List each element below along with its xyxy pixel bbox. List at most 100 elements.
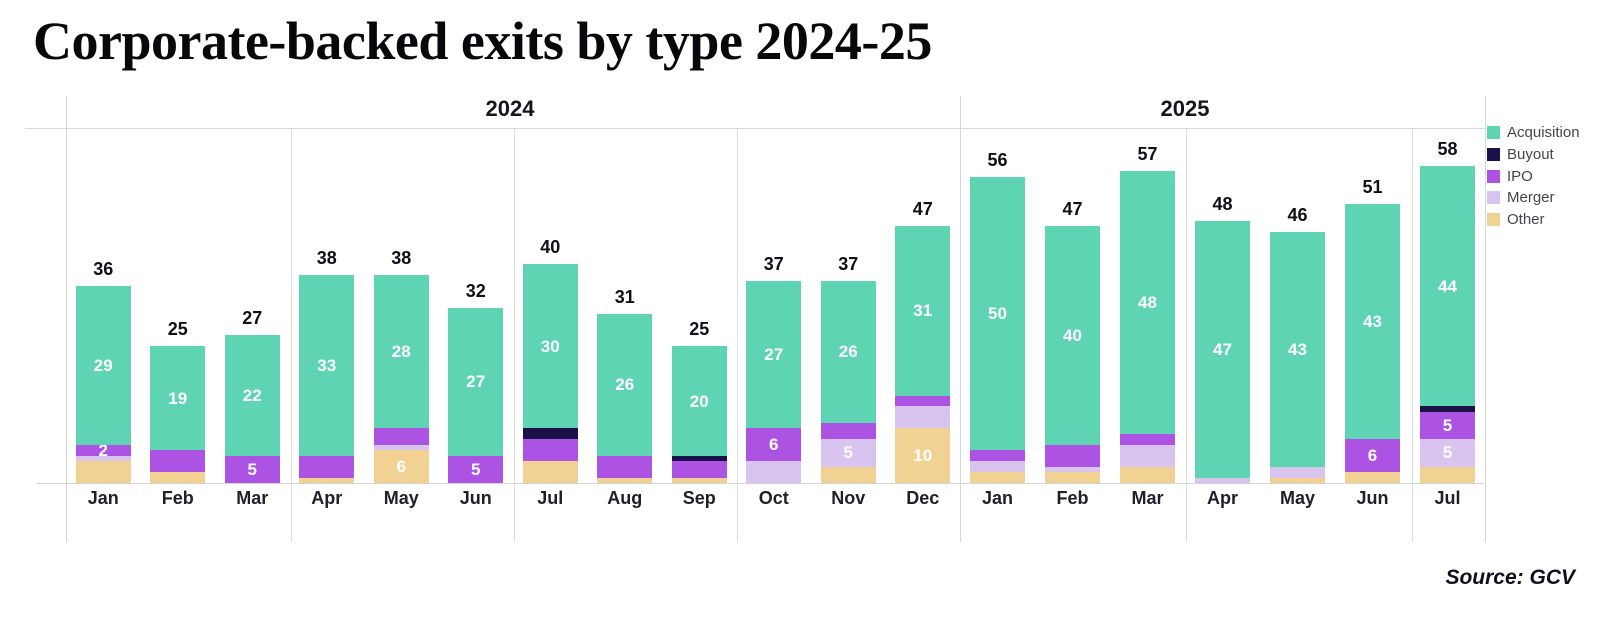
segment-acquisition-Jun-2024: 27 xyxy=(448,308,504,456)
legend-label: Other xyxy=(1507,211,1545,229)
segment-acquisition-Jul-2024: 30 xyxy=(522,264,578,429)
segment-acquisition-Oct-2024: 27 xyxy=(746,280,802,429)
month-label-Feb-2025: Feb xyxy=(1056,488,1089,508)
segment-merger-May-2025 xyxy=(1270,466,1325,478)
segment-ipo-Apr-2024 xyxy=(299,455,355,478)
legend-label: Acquisition xyxy=(1507,124,1580,142)
month-label-Jan-2025: Jan xyxy=(981,488,1014,508)
buyout-swatch-icon xyxy=(1487,148,1500,162)
segment-other-Apr-2024 xyxy=(299,477,355,483)
chart-title: Corporate-backed exits by type 2024-25 xyxy=(33,11,932,71)
segment-other-Jan-2024 xyxy=(75,461,131,483)
merger-swatch-icon xyxy=(1487,191,1500,205)
segment-ipo-Dec-2024 xyxy=(895,395,951,407)
bar-total-label: 38 xyxy=(391,248,412,269)
segment-acquisition-Apr-2025: 47 xyxy=(1195,220,1250,478)
segment-merger-Feb-2025 xyxy=(1045,466,1100,473)
segment-other-Jan-2025 xyxy=(970,472,1025,483)
segment-value-label: 31 xyxy=(913,301,933,321)
segment-value-label: 43 xyxy=(1363,312,1382,332)
segment-merger-Apr-2025 xyxy=(1195,477,1250,483)
gridline-quarter xyxy=(291,128,292,542)
segment-value-label: 30 xyxy=(540,336,560,356)
segment-ipo-Jun-2024: 5 xyxy=(448,455,504,483)
segment-other-Nov-2024 xyxy=(820,466,876,483)
segment-value-label: 27 xyxy=(466,372,486,392)
segment-ipo-Jan-2025 xyxy=(970,450,1025,462)
month-label-Jun-2025: Jun xyxy=(1356,488,1389,508)
segment-acquisition-Sep-2024: 20 xyxy=(671,346,727,456)
source-credit: Source: GCV xyxy=(1445,566,1575,589)
segment-merger-May-2024 xyxy=(373,444,429,451)
gridline-quarter xyxy=(1412,128,1413,542)
acquisition-swatch-icon xyxy=(1487,126,1500,140)
segment-value-label: 19 xyxy=(168,388,188,408)
legend-item-ipo: IPO xyxy=(1487,165,1580,187)
year-label-2025: 2025 xyxy=(1160,96,1210,121)
month-label-Nov-2024: Nov xyxy=(831,488,866,508)
bar-total-label: 27 xyxy=(242,308,263,329)
segment-acquisition-Aug-2024: 26 xyxy=(597,313,653,456)
bar-total-label: 56 xyxy=(987,149,1008,170)
segment-value-label: 29 xyxy=(93,355,113,375)
segment-acquisition-Jan-2025: 50 xyxy=(970,176,1025,451)
segment-other-Jul-2025 xyxy=(1420,466,1475,483)
month-label-Oct-2024: Oct xyxy=(758,488,789,508)
gridline-quarter xyxy=(737,128,738,542)
gridline-baseline xyxy=(37,483,1485,484)
bar-total-label: 46 xyxy=(1287,204,1308,225)
segment-buyout-Jul-2025 xyxy=(1420,406,1475,412)
legend-item-acquisition: Acquisition xyxy=(1487,122,1580,144)
legend-label: Merger xyxy=(1507,189,1555,207)
segment-buyout-Sep-2024 xyxy=(671,455,727,462)
segment-value-label: 5 xyxy=(843,443,853,463)
segment-other-Feb-2024 xyxy=(150,472,206,483)
segment-merger-Oct-2024 xyxy=(746,461,802,483)
segment-merger-Jan-2024 xyxy=(75,455,131,462)
month-label-Jul-2025: Jul xyxy=(1434,488,1461,508)
legend-label: Buyout xyxy=(1507,146,1554,164)
legend-item-merger: Merger xyxy=(1487,187,1580,209)
segment-other-Jul-2024 xyxy=(522,461,578,483)
segment-other-May-2025 xyxy=(1270,477,1325,483)
bar-total-label: 57 xyxy=(1137,144,1158,165)
gridline-quarter xyxy=(1186,128,1187,542)
month-label-May-2025: May xyxy=(1279,488,1315,508)
segment-value-label: 5 xyxy=(1442,416,1453,436)
segment-acquisition-Mar-2025: 48 xyxy=(1120,171,1175,434)
segment-ipo-May-2024 xyxy=(373,428,429,445)
segment-merger-Nov-2024: 5 xyxy=(820,439,876,467)
segment-other-Feb-2025 xyxy=(1045,472,1100,483)
bar-total-label: 32 xyxy=(465,281,486,302)
segment-other-May-2024: 6 xyxy=(373,450,429,483)
segment-value-label: 27 xyxy=(764,345,784,365)
segment-ipo-Feb-2024 xyxy=(150,450,206,473)
segment-other-Dec-2024: 10 xyxy=(895,428,951,483)
bar-total-label: 47 xyxy=(912,199,933,220)
month-label-May-2024: May xyxy=(383,488,419,508)
segment-acquisition-Dec-2024: 31 xyxy=(895,226,951,396)
segment-ipo-Nov-2024 xyxy=(820,422,876,440)
segment-value-label: 20 xyxy=(689,391,709,411)
segment-ipo-Oct-2024: 6 xyxy=(746,428,802,462)
bar-total-label: 38 xyxy=(316,248,337,269)
month-label-Apr-2025: Apr xyxy=(1207,488,1238,508)
ipo-swatch-icon xyxy=(1487,169,1500,183)
segment-merger-Mar-2025 xyxy=(1120,444,1175,467)
segment-ipo-Mar-2024: 5 xyxy=(224,455,280,483)
segment-other-Jun-2025 xyxy=(1345,472,1400,483)
segment-value-label: 6 xyxy=(1367,446,1378,466)
month-label-Jul-2024: Jul xyxy=(537,488,564,508)
segment-other-Mar-2025 xyxy=(1120,466,1175,483)
month-label-Sep-2024: Sep xyxy=(682,488,716,508)
legend-label: IPO xyxy=(1507,167,1533,185)
segment-acquisition-May-2024: 28 xyxy=(373,275,429,429)
segment-ipo-Feb-2025 xyxy=(1045,444,1100,467)
other-swatch-icon xyxy=(1487,213,1500,227)
segment-value-label: 10 xyxy=(913,446,933,466)
segment-merger-Dec-2024 xyxy=(895,406,951,429)
gridline-right-edge xyxy=(1485,96,1486,542)
segment-value-label: 40 xyxy=(1063,325,1082,345)
segment-value-label: 2 xyxy=(98,440,108,460)
month-label-Mar-2024: Mar xyxy=(236,488,269,508)
